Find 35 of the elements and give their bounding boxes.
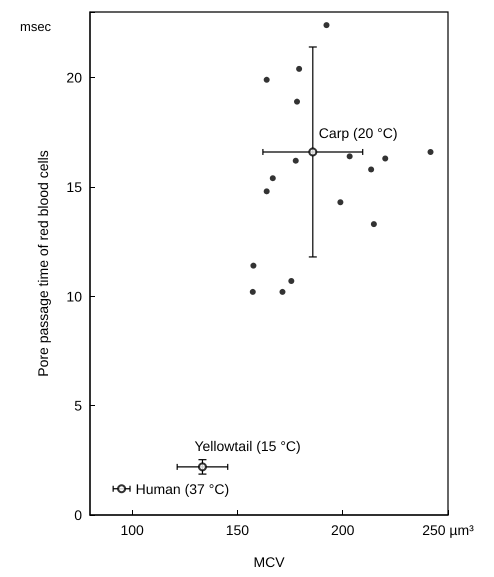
- point: [264, 188, 270, 194]
- text: msec: [20, 19, 52, 34]
- y-tick-label: 15: [66, 178, 82, 195]
- point: [428, 148, 434, 155]
- point: [294, 98, 300, 105]
- point: [368, 166, 374, 172]
- annotation: Human (37 °C): [136, 480, 230, 497]
- point: [370, 221, 377, 228]
- point: [296, 66, 302, 72]
- x-tick-label: 150: [226, 522, 250, 538]
- point: [250, 262, 256, 269]
- point: [264, 76, 270, 83]
- point: [117, 484, 126, 494]
- point: [198, 462, 207, 472]
- y-tick-label: 5: [74, 398, 82, 414]
- point: [337, 199, 344, 206]
- point: [308, 147, 318, 156]
- x-axis-title: MCV: [253, 554, 286, 570]
- y-axis-title: Pore passage time of red blood cells: [35, 150, 51, 377]
- x-tick-label: 250 µm³: [422, 522, 474, 538]
- y-tick-label: 20: [66, 70, 82, 86]
- point: [250, 288, 256, 295]
- point: [279, 288, 286, 295]
- y-tick-label: 10: [66, 288, 82, 304]
- point: [270, 175, 276, 182]
- point: [346, 153, 353, 160]
- point: [382, 156, 388, 162]
- point: [292, 158, 299, 164]
- annotation: Yellowtail (15 °C): [194, 438, 301, 454]
- point: [288, 278, 294, 284]
- annotation: Carp (20 °C): [318, 124, 398, 141]
- point: [323, 22, 330, 28]
- x-tick-label: 200: [331, 522, 355, 538]
- y-tick-label: 0: [74, 507, 82, 523]
- x-tick-label: 100: [120, 522, 144, 538]
